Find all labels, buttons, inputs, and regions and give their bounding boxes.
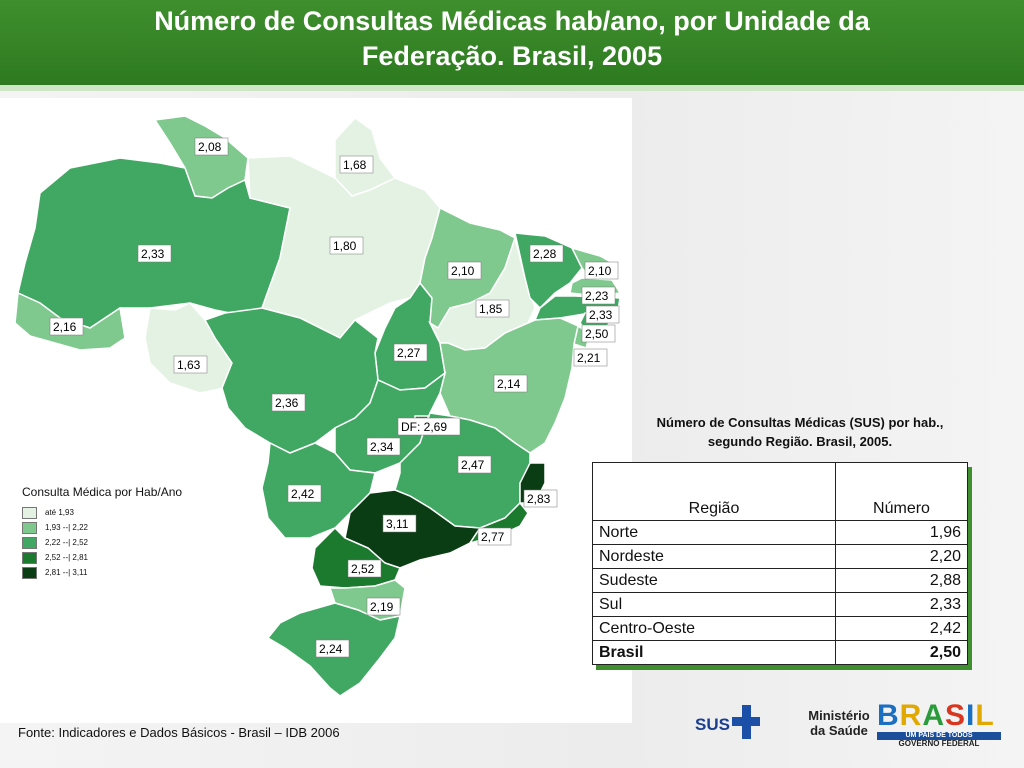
value-cell: 2,20 [835, 544, 968, 569]
label-mato-grosso-do-sul: 2,42 [291, 487, 315, 501]
label-roraima: 2,08 [198, 140, 222, 154]
table-row: Nordeste 2,20 [592, 544, 968, 569]
label-para: 1,80 [333, 239, 357, 253]
label-amazonas: 2,33 [141, 247, 165, 261]
table-caption-line-1: Número de Consultas Médicas (SUS) por ha… [656, 415, 944, 430]
brasil-letter: R [899, 699, 923, 732]
region-cell: Centro-Oeste [592, 616, 836, 641]
label-tocantins: 2,27 [397, 346, 421, 360]
legend-item: até 1,93 [22, 505, 262, 520]
label-rondonia: 1,63 [177, 358, 201, 372]
value-cell: 1,96 [835, 520, 968, 545]
legend-swatch [22, 551, 37, 564]
map-value-labels: 2,08 1,68 2,33 1,80 2,10 2,28 2,10 2,23 … [49, 137, 620, 658]
governo-federal-text: GOVERNO FEDERAL [898, 739, 980, 748]
table-caption: Número de Consultas Médicas (SUS) por ha… [594, 413, 1006, 451]
brasil-governo-federal-logo: BRASIL UM PAÍS DE TODOS GOVERNO FEDERAL [877, 700, 1001, 748]
brasil-letter: S [945, 699, 967, 732]
region-cell: Brasil [592, 640, 836, 665]
ministerio-line-2: da Saúde [810, 723, 868, 738]
region-table-container: Região Número Norte 1,96 Nordeste 2,20 S… [592, 462, 968, 665]
sus-logo: SUS [695, 705, 763, 743]
legend-label: até 1,93 [45, 508, 74, 517]
legend-swatch [22, 521, 37, 534]
label-distrito-federal: DF: 2,69 [401, 420, 447, 434]
label-sergipe: 2,21 [577, 351, 601, 365]
table-row: Sudeste 2,88 [592, 568, 968, 593]
legend-label: 1,93 --| 2,22 [45, 523, 88, 532]
column-header-number: Número [835, 462, 968, 521]
column-header-region: Região [592, 462, 836, 521]
table-header-row: Região Número [592, 462, 968, 521]
value-cell: 2,50 [835, 640, 968, 665]
ministerio-da-saude-logo: Ministério da Saúde [804, 708, 874, 738]
legend-title: Consulta Médica por Hab/Ano [22, 485, 183, 499]
title-bar: Número de Consultas Médicas hab/ano, por… [0, 0, 1024, 91]
label-mato-grosso: 2,36 [275, 396, 299, 410]
map-legend: Consulta Médica por Hab/Ano até 1,93 1,9… [22, 485, 262, 580]
legend-swatch [22, 566, 37, 579]
label-rio-grande-do-norte: 2,10 [588, 264, 612, 278]
brasil-letter: A [922, 699, 946, 732]
table-caption-line-2: segundo Região. Brasil, 2005. [707, 434, 893, 449]
label-maranhao: 2,10 [451, 264, 475, 278]
brasil-letter: L [975, 699, 995, 732]
ministerio-line-1: Ministério [808, 708, 870, 723]
region-cell: Sul [592, 592, 836, 617]
legend-item: 1,93 --| 2,22 [22, 520, 262, 535]
value-cell: 2,88 [835, 568, 968, 593]
brasil-logo-word: BRASIL [877, 700, 1001, 732]
label-parana: 2,52 [351, 562, 375, 576]
label-rio-de-janeiro: 2,77 [481, 530, 505, 544]
label-sao-paulo: 3,11 [386, 517, 409, 531]
table-row: Centro-Oeste 2,42 [592, 616, 968, 641]
label-paraiba: 2,23 [585, 289, 609, 303]
legend-label: 2,52 --| 2,81 [45, 553, 88, 562]
title-line-1: Número de Consultas Médicas hab/ano, por… [154, 6, 870, 36]
legend-swatch [22, 506, 37, 519]
value-cell: 2,33 [835, 592, 968, 617]
label-minas-gerais: 2,47 [461, 458, 485, 472]
region-cell: Nordeste [592, 544, 836, 569]
brazil-choropleth-map: 2,08 1,68 2,33 1,80 2,10 2,28 2,10 2,23 … [14, 115, 622, 697]
label-amapa: 1,68 [343, 158, 367, 172]
sus-logo-text: SUS [695, 715, 730, 734]
table-row: Norte 1,96 [592, 520, 968, 545]
region-cell: Norte [592, 520, 836, 545]
source-note: Fonte: Indicadores e Dados Básicos - Bra… [18, 725, 340, 740]
label-piaui: 1,85 [479, 302, 503, 316]
legend-swatch [22, 536, 37, 549]
label-rio-grande-do-sul: 2,24 [319, 642, 343, 656]
label-espirito-santo: 2,83 [527, 492, 551, 506]
title-line-2: Federação. Brasil, 2005 [361, 41, 663, 71]
label-alagoas: 2,50 [585, 327, 609, 341]
table-total-row: Brasil 2,50 [592, 640, 968, 665]
cross-icon [732, 705, 760, 739]
page-title: Número de Consultas Médicas hab/ano, por… [0, 4, 1024, 74]
legend-item: 2,81 --| 3,11 [22, 565, 262, 580]
legend-item: 2,22 --| 2,52 [22, 535, 262, 550]
label-goias: 2,34 [370, 440, 394, 454]
table-row: Sul 2,33 [592, 592, 968, 617]
region-cell: Sudeste [592, 568, 836, 593]
legend-label: 2,22 --| 2,52 [45, 538, 88, 547]
brazil-map-panel: 2,08 1,68 2,33 1,80 2,10 2,28 2,10 2,23 … [0, 98, 632, 723]
label-ceara: 2,28 [533, 247, 557, 261]
legend-label: 2,81 --| 3,11 [45, 568, 88, 577]
region-table: Região Número Norte 1,96 Nordeste 2,20 S… [592, 462, 968, 665]
label-acre: 2,16 [53, 320, 77, 334]
label-bahia: 2,14 [497, 377, 521, 391]
legend-item: 2,52 --| 2,81 [22, 550, 262, 565]
label-pernambuco: 2,33 [589, 308, 613, 322]
brasil-tagline: UM PAÍS DE TODOS [877, 732, 1001, 740]
label-santa-catarina: 2,19 [370, 600, 394, 614]
brasil-letter: B [877, 699, 900, 732]
brasil-letter: I [966, 699, 976, 732]
value-cell: 2,42 [835, 616, 968, 641]
